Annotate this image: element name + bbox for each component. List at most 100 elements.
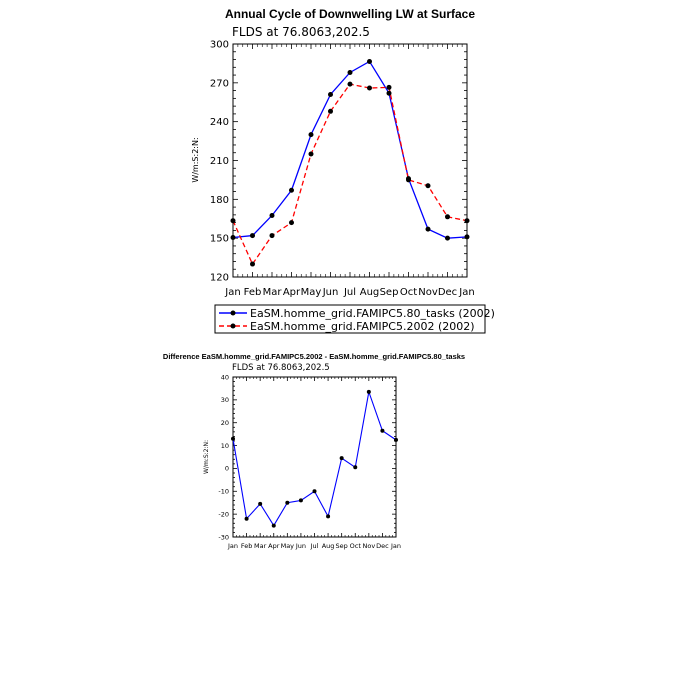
x-tick-label: Sep bbox=[380, 287, 399, 298]
x-tick-label: Aug bbox=[360, 287, 380, 298]
x-tick-label: Nov bbox=[418, 287, 438, 298]
data-point-series-1 bbox=[230, 235, 236, 241]
y-tick-label: -20 bbox=[218, 510, 229, 518]
x-tick-label: Mar bbox=[263, 287, 283, 298]
data-point-series-1 bbox=[425, 226, 431, 232]
y-tick-label: 10 bbox=[221, 442, 229, 450]
y-tick-label: 150 bbox=[210, 234, 229, 245]
x-tick-label: Dec bbox=[438, 287, 457, 298]
chart1-legend: EaSM.homme_grid.FAMIPC5.80_tasks (2002) … bbox=[214, 304, 495, 334]
data-point-series-1 bbox=[269, 213, 275, 219]
data-point-series-2 bbox=[425, 183, 431, 189]
x-tick-label: Dec bbox=[376, 542, 389, 550]
data-point-series-2 bbox=[347, 81, 353, 87]
y-tick-label: 40 bbox=[221, 373, 229, 381]
data-point-series-2 bbox=[406, 177, 411, 183]
legend-label-series-2: EaSM.homme_grid.FAMIPC5.2002 (2002) bbox=[250, 320, 475, 333]
data-point-series-1 bbox=[394, 437, 398, 442]
chart2-subtitle: FLDS at 76.8063,202.5 bbox=[232, 363, 330, 373]
legend-label-series-1: EaSM.homme_grid.FAMIPC5.80_tasks (2002) bbox=[250, 307, 495, 320]
x-tick-label: May bbox=[281, 542, 295, 550]
x-tick-label: Mar bbox=[254, 542, 267, 550]
data-point-series-1 bbox=[366, 389, 371, 394]
series-line-2 bbox=[232, 83, 468, 266]
y-tick-label: 300 bbox=[210, 40, 229, 51]
data-point-series-1 bbox=[258, 501, 263, 506]
data-point-series-2 bbox=[445, 214, 450, 220]
data-point-series-1 bbox=[298, 498, 303, 503]
x-tick-label: Jan bbox=[227, 542, 238, 550]
x-tick-label: Oct bbox=[350, 542, 362, 550]
x-tick-label: Jun bbox=[295, 542, 306, 550]
x-tick-label: Jun bbox=[322, 287, 339, 298]
series-line-1 bbox=[232, 60, 468, 239]
data-point-series-2 bbox=[308, 151, 314, 157]
y-tick-label: 270 bbox=[210, 78, 229, 89]
data-point-series-1 bbox=[386, 90, 392, 96]
x-tick-label: Apr bbox=[268, 542, 280, 550]
data-point-series-2 bbox=[367, 85, 372, 91]
chart2-ylabel: W/m:S:2:N: bbox=[203, 440, 210, 474]
data-point-series-1 bbox=[353, 465, 358, 470]
chart1-series bbox=[230, 58, 470, 267]
x-tick-label: Sep bbox=[336, 542, 348, 550]
x-tick-label: Jan bbox=[458, 287, 474, 298]
series-line-1 bbox=[232, 389, 397, 527]
y-tick-label: 120 bbox=[210, 273, 229, 284]
legend-box bbox=[214, 304, 486, 334]
data-point-series-1 bbox=[308, 132, 314, 138]
x-tick-label: Jul bbox=[310, 542, 319, 550]
data-point-series-1 bbox=[380, 428, 385, 433]
difference-chart: Difference EaSM.homme_grid.FAMIPC5.2002 … bbox=[163, 352, 465, 550]
data-point-series-1 bbox=[271, 523, 276, 528]
x-tick-label: Feb bbox=[241, 542, 253, 550]
y-tick-label: 30 bbox=[221, 396, 229, 404]
y-tick-label: 0 bbox=[225, 465, 229, 473]
x-tick-label: Oct bbox=[400, 287, 417, 298]
data-point-series-2 bbox=[250, 261, 255, 267]
y-tick-label: -10 bbox=[218, 488, 229, 496]
data-point-series-1 bbox=[445, 235, 450, 241]
data-point-series-1 bbox=[367, 58, 372, 64]
legend-marker-series-2 bbox=[230, 323, 236, 329]
legend-marker-series-1 bbox=[230, 310, 236, 316]
x-tick-label: May bbox=[301, 287, 322, 298]
data-point-series-1 bbox=[285, 500, 290, 505]
data-point-series-2 bbox=[269, 233, 275, 239]
data-point-series-1 bbox=[347, 69, 353, 75]
chart2-title: Difference EaSM.homme_grid.FAMIPC5.2002 … bbox=[163, 352, 465, 361]
annual-cycle-chart: Annual Cycle of Downwelling LW at Surfac… bbox=[191, 7, 495, 334]
chart1-axes: 120 150 180 210 240 270 300 Jan Feb Mar Apr May Jun J… bbox=[210, 40, 475, 299]
data-point-series-2 bbox=[328, 108, 333, 114]
y-tick-label: 240 bbox=[210, 117, 229, 128]
data-point-series-2 bbox=[386, 84, 392, 90]
y-tick-label: 210 bbox=[210, 156, 229, 167]
x-tick-label: Jan bbox=[224, 287, 240, 298]
chart2-series bbox=[231, 389, 398, 528]
data-point-series-2 bbox=[289, 220, 294, 226]
chart1-title: Annual Cycle of Downwelling LW at Surfac… bbox=[225, 7, 475, 21]
x-tick-label: Nov bbox=[362, 542, 375, 550]
x-tick-label: Aug bbox=[322, 542, 335, 550]
data-point-series-1 bbox=[231, 436, 235, 441]
data-point-series-2 bbox=[464, 218, 470, 224]
data-point-series-1 bbox=[326, 514, 331, 519]
data-point-series-1 bbox=[464, 234, 470, 240]
data-point-series-1 bbox=[312, 489, 317, 494]
y-tick-label: 180 bbox=[210, 195, 229, 206]
x-tick-label: Jan bbox=[390, 542, 401, 550]
x-tick-label: Jul bbox=[343, 287, 356, 298]
y-tick-label: 20 bbox=[221, 419, 229, 427]
x-tick-label: Feb bbox=[244, 287, 262, 298]
data-point-series-1 bbox=[250, 233, 255, 239]
data-point-series-1 bbox=[289, 187, 294, 193]
data-point-series-2 bbox=[230, 218, 236, 224]
data-point-series-1 bbox=[244, 516, 249, 521]
y-tick-label: -30 bbox=[218, 533, 229, 541]
data-point-series-1 bbox=[328, 91, 333, 97]
chart1-subtitle: FLDS at 76.8063,202.5 bbox=[232, 25, 370, 39]
data-point-series-1 bbox=[339, 456, 344, 461]
chart1-ylabel: W/m:S:2:N: bbox=[191, 137, 200, 182]
